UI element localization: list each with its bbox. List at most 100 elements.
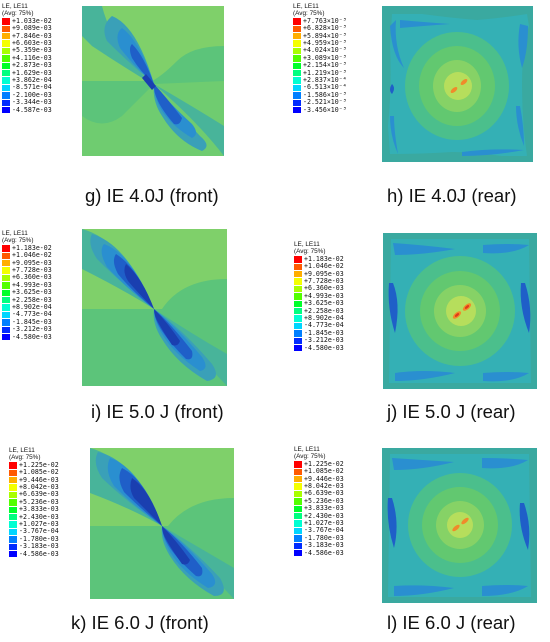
legend-value: -3.767e-04 bbox=[19, 527, 59, 536]
legend-swatch bbox=[2, 326, 10, 333]
legend-value: +7.763×10⁻³ bbox=[303, 16, 347, 25]
legend-title: LE, LE11 bbox=[9, 447, 35, 454]
legend-swatch bbox=[2, 99, 10, 106]
legend-row: +5.894×10⁻³ bbox=[293, 32, 347, 40]
legend-row: +5.236e-03 bbox=[9, 497, 59, 506]
legend-row: -2.521×10⁻³ bbox=[293, 98, 347, 106]
legend-row: +6.360e-03 bbox=[294, 285, 344, 293]
legend-row: +4.993e-03 bbox=[2, 281, 52, 289]
legend-value: -4.773e-04 bbox=[304, 321, 344, 330]
legend-row: +1.085e-02 bbox=[294, 468, 344, 476]
legend-row: -3.212e-03 bbox=[294, 336, 344, 345]
legend-swatch bbox=[2, 319, 10, 326]
legend-swatch bbox=[2, 304, 10, 311]
legend-value: +4.959×10⁻³ bbox=[303, 38, 347, 47]
legend-swatch bbox=[293, 70, 301, 77]
legend-swatch bbox=[294, 256, 302, 263]
legend-swatch bbox=[9, 491, 17, 499]
legend-value: +5.359e-03 bbox=[12, 46, 52, 55]
legend-swatch bbox=[294, 476, 302, 483]
legend-value: -3.212e-03 bbox=[304, 336, 344, 345]
legend-row: +4.024×10⁻³ bbox=[293, 47, 347, 55]
legend-swatch bbox=[2, 18, 10, 25]
legend-row: +2.258e-03 bbox=[294, 307, 344, 315]
legend-swatch bbox=[2, 334, 10, 341]
legend-swatch bbox=[294, 535, 302, 542]
legend-value: -1.586×10⁻³ bbox=[303, 90, 347, 99]
legend-value: +9.095e-03 bbox=[12, 258, 52, 267]
legend-row: +3.833e-03 bbox=[9, 505, 59, 514]
legend-row: +5.359e-03 bbox=[2, 46, 52, 55]
legend-value: +1.183e-02 bbox=[12, 243, 52, 252]
legend-swatch bbox=[9, 462, 17, 469]
legend-avg: (Avg: 75%) bbox=[294, 453, 326, 461]
legend-swatch bbox=[294, 322, 302, 330]
legend-value: +5.236e-03 bbox=[19, 497, 59, 506]
legend-value: -2.100e-03 bbox=[12, 90, 52, 99]
legend-value: -3.212e-03 bbox=[12, 325, 52, 334]
legend-title: LE, LE11 bbox=[294, 241, 320, 248]
legend-g: LE, LE11 (Avg: 75%) +1.033e-02 +9.089e-03… bbox=[2, 3, 52, 114]
legend-value: -8.571e-04 bbox=[12, 83, 52, 92]
legend-swatch bbox=[293, 40, 301, 47]
legend-swatch bbox=[293, 25, 301, 33]
legend-row: +3.625e-03 bbox=[2, 288, 52, 297]
legend-avg: (Avg: 75%) bbox=[2, 10, 34, 18]
legend-value: +1.183e-02 bbox=[304, 254, 344, 263]
legend-value: +1.225e-02 bbox=[19, 460, 59, 469]
legend-swatch bbox=[294, 527, 302, 535]
legend-swatch bbox=[294, 490, 302, 498]
legend-value: +7.846e-03 bbox=[12, 31, 52, 40]
legend-row: +9.095e-03 bbox=[294, 270, 344, 278]
legend-swatch bbox=[2, 62, 10, 70]
legend-row: +4.993e-03 bbox=[294, 292, 344, 300]
legend-value: -6.513×10⁻⁴ bbox=[303, 83, 347, 92]
legend-value: +6.360e-03 bbox=[12, 273, 52, 282]
legend-row: +1.027e-03 bbox=[9, 520, 59, 528]
legend-value: +5.236e-03 bbox=[304, 496, 344, 505]
legend-row: +1.225e-02 bbox=[9, 460, 59, 469]
legend-swatch bbox=[2, 77, 10, 84]
legend-row: -4.773e-04 bbox=[2, 311, 52, 319]
legend-row: +7.728e-03 bbox=[2, 266, 52, 274]
legend-value: +3.625e-03 bbox=[304, 299, 344, 308]
legend-row: +9.446e-03 bbox=[294, 475, 344, 483]
legend-row: +1.085e-02 bbox=[9, 469, 59, 477]
legend-row: -3.183e-03 bbox=[9, 542, 59, 550]
legend-value: +3.862e-04 bbox=[12, 75, 52, 84]
legend-swatch bbox=[9, 499, 17, 506]
legend-row: -8.571e-04 bbox=[2, 83, 52, 92]
legend-swatch bbox=[2, 252, 10, 260]
legend-row: +2.837×10⁻⁴ bbox=[293, 76, 347, 84]
legend-avg: (Avg: 75%) bbox=[2, 237, 34, 245]
legend-value: +1.046e-02 bbox=[12, 251, 52, 260]
legend-row: +7.763×10⁻³ bbox=[293, 16, 347, 25]
contour-plot-j bbox=[383, 233, 537, 389]
legend-row: +6.360e-03 bbox=[2, 273, 52, 282]
legend-value: +1.027e-03 bbox=[304, 518, 344, 527]
legend-row: +1.046e-02 bbox=[294, 262, 344, 271]
legend-row: +6.639e-03 bbox=[9, 491, 59, 499]
legend-avg: (Avg: 75%) bbox=[9, 454, 41, 462]
legend-swatch bbox=[293, 107, 301, 114]
legend-swatch bbox=[294, 461, 302, 468]
legend-row: +3.625e-03 bbox=[294, 299, 344, 308]
legend-row: -3.767e-04 bbox=[294, 527, 344, 535]
legend-row: +4.959×10⁻³ bbox=[293, 38, 347, 47]
legend-value: +1.046e-02 bbox=[304, 262, 344, 271]
legend-swatch bbox=[294, 263, 302, 271]
legend-swatch bbox=[294, 271, 302, 278]
caption-g: g) IE 4.0J (front) bbox=[85, 185, 219, 206]
legend-swatch bbox=[2, 47, 10, 55]
legend-swatch bbox=[2, 289, 10, 297]
legend-swatch bbox=[294, 542, 302, 549]
legend-value: -4.586e-03 bbox=[304, 548, 344, 557]
legend-row: +1.027e-03 bbox=[294, 518, 344, 527]
legend-row: +2.873e-03 bbox=[2, 61, 52, 70]
legend-value: +8.902e-04 bbox=[12, 302, 52, 311]
legend-swatch bbox=[293, 55, 301, 62]
legend-row: +9.095e-03 bbox=[2, 258, 52, 267]
caption-j: j) IE 5.0 J (rear) bbox=[387, 401, 516, 422]
legend-value: +3.833e-03 bbox=[19, 505, 59, 514]
legend-row: -1.780e-03 bbox=[294, 534, 344, 542]
